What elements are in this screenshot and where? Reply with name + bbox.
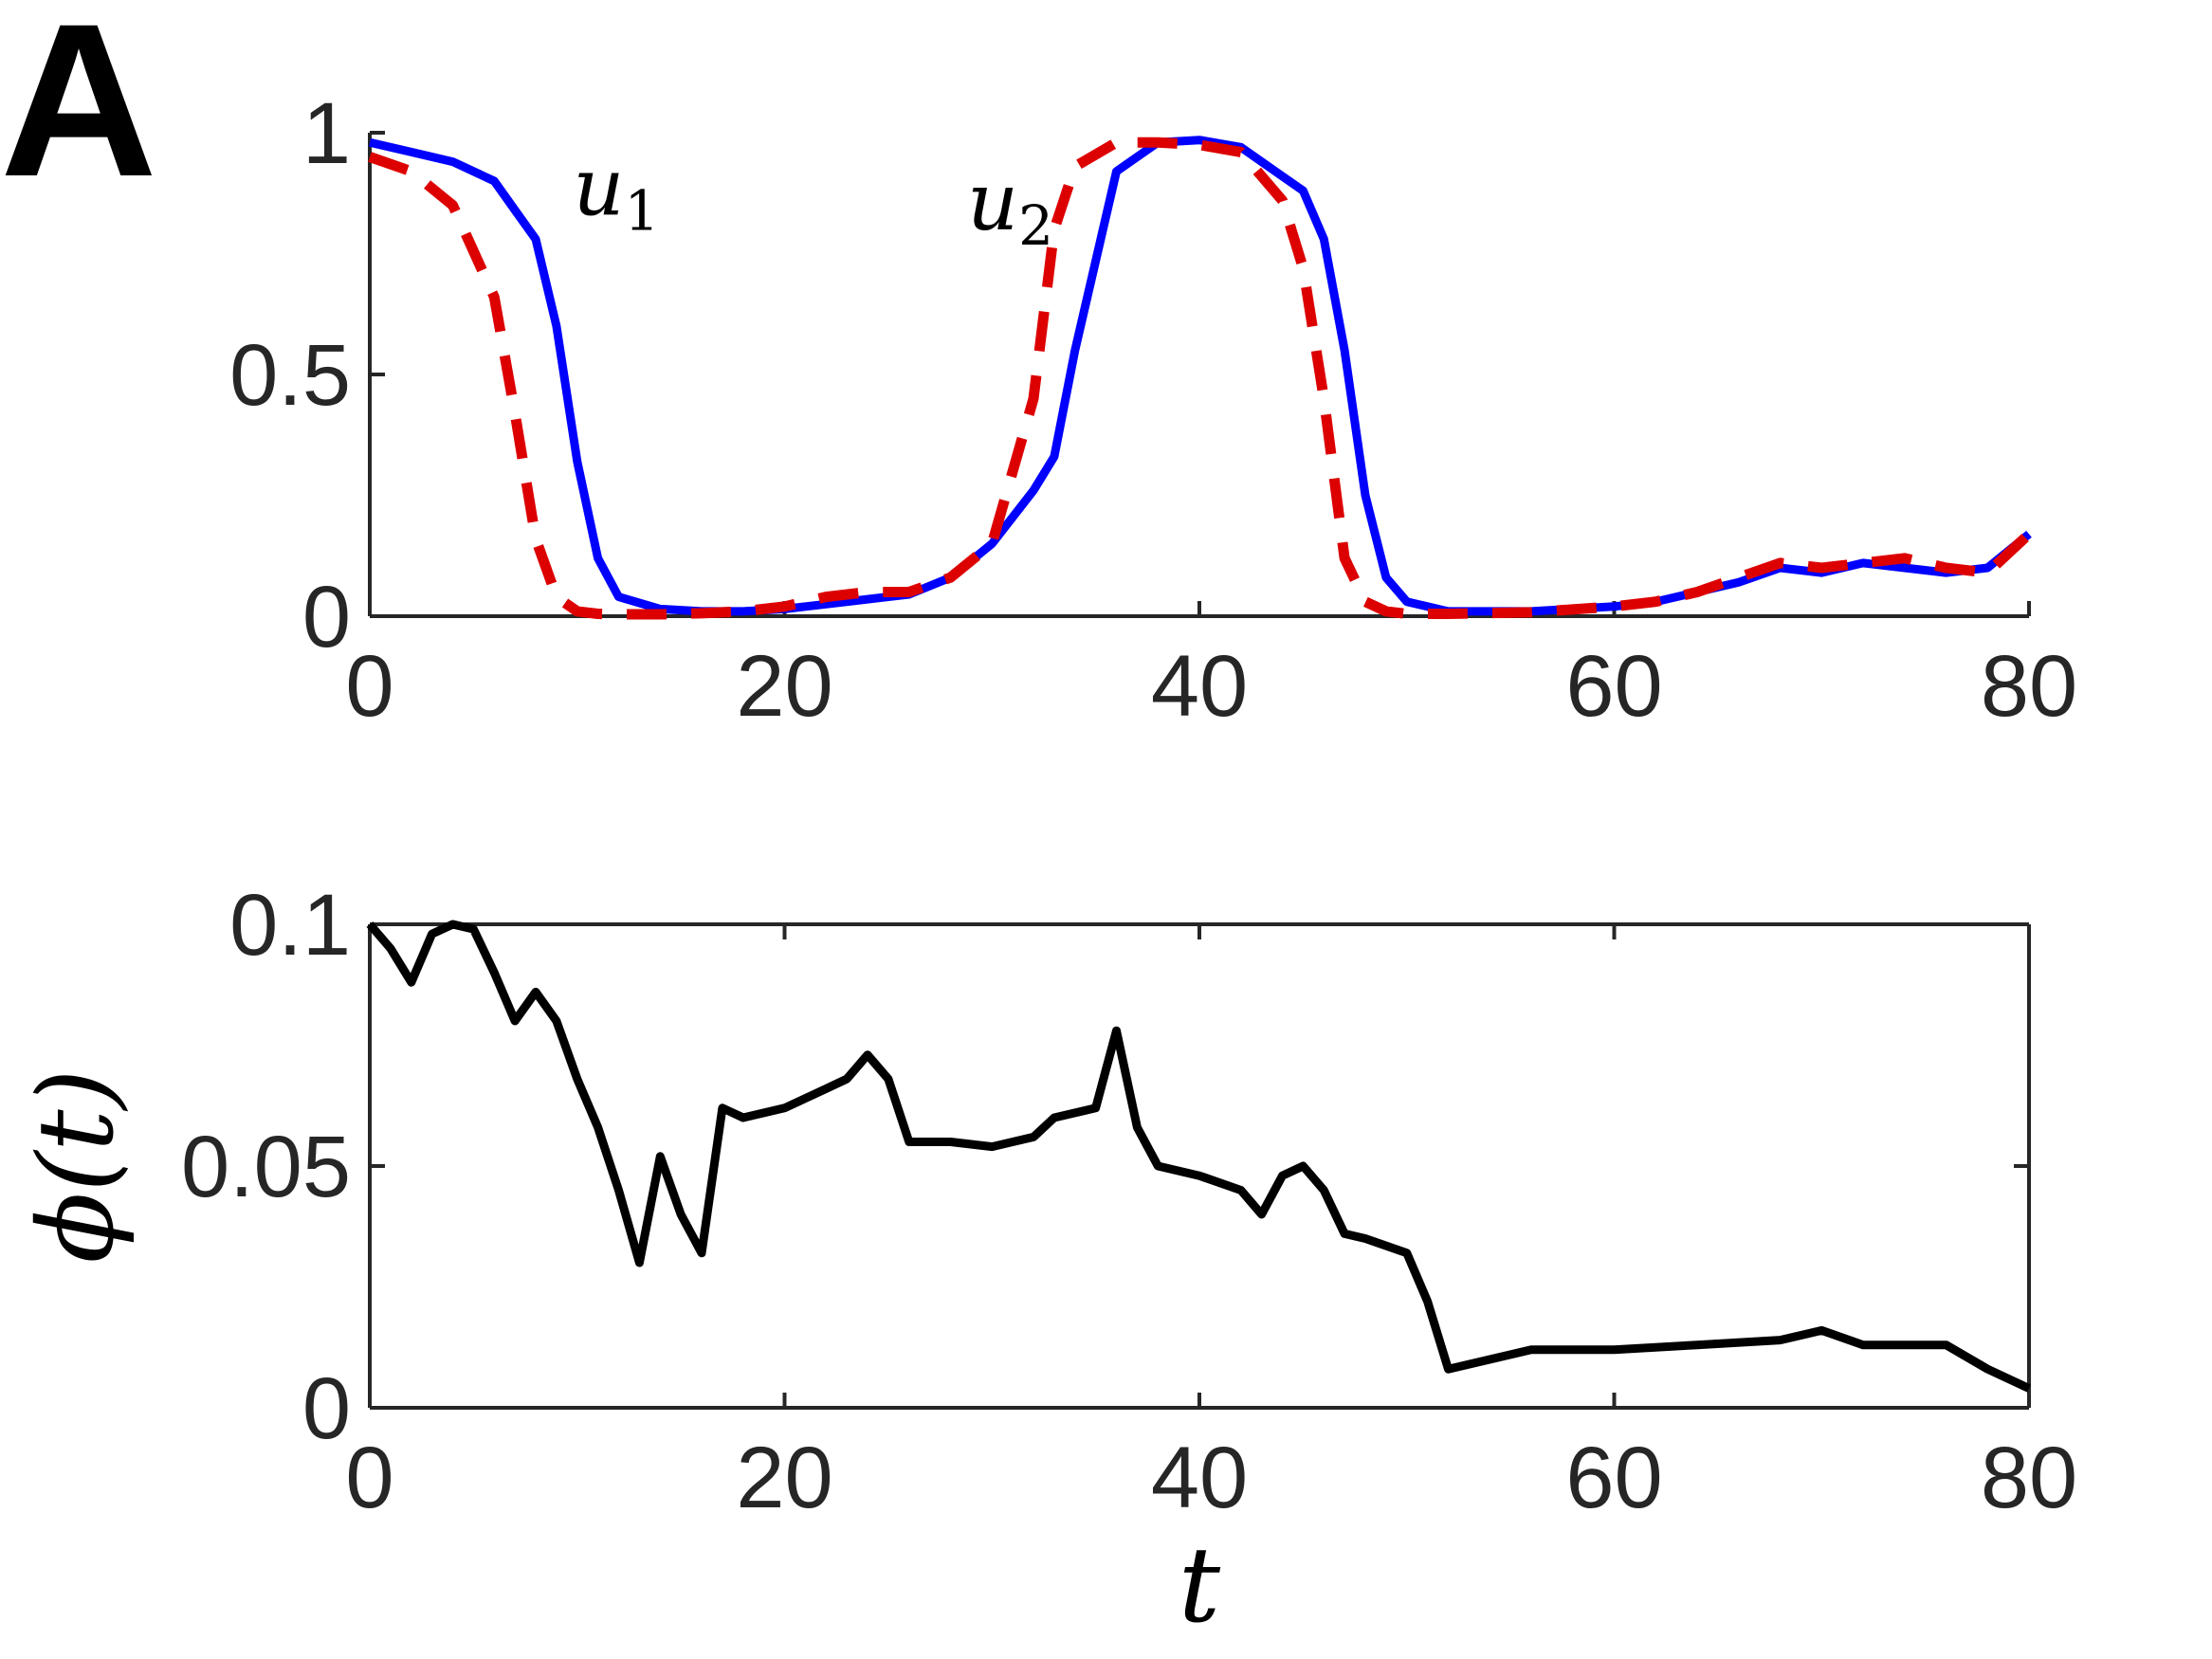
x-tick-label: 40	[1151, 1430, 1248, 1526]
x-axis-label: t	[1179, 1524, 1221, 1646]
series-annotation: u1	[573, 141, 659, 244]
x-tick-label: 20	[736, 638, 832, 735]
series-line-u-2	[368, 137, 2033, 620]
x-tick-label: 20	[736, 1430, 832, 1526]
x-tick-label: 80	[1981, 638, 2077, 735]
series-line-phi	[366, 920, 2031, 1393]
x-tick-label: 0	[345, 1430, 393, 1526]
y-tick-label: 0.5	[229, 327, 351, 424]
x-tick-label: 60	[1565, 1430, 1662, 1526]
y-tick-label: 0.05	[181, 1119, 351, 1215]
y-tick-label: 0	[302, 1360, 351, 1457]
x-tick-label: 80	[1981, 1430, 2077, 1526]
y-tick-label: 1	[302, 85, 351, 182]
chart-u-trajectories: 0 20 40 60 80 0 0.5 1 u1 u2	[229, 85, 2077, 735]
y-tick-label: 0	[302, 569, 351, 665]
panel-label: A	[0, 0, 157, 222]
chart-phi-trajectory: 0 20 40 60 80 0 0.05 0.1 t ϕ(t)	[15, 877, 2077, 1646]
x-tick-label: 0	[345, 638, 393, 735]
y-tick-label: 0.1	[229, 877, 351, 974]
x-tick-label: 60	[1565, 638, 1662, 735]
y-axis-label: ϕ(t)	[15, 1068, 137, 1263]
x-tick-label: 40	[1151, 638, 1248, 735]
series-annotation: u2	[967, 155, 1053, 258]
